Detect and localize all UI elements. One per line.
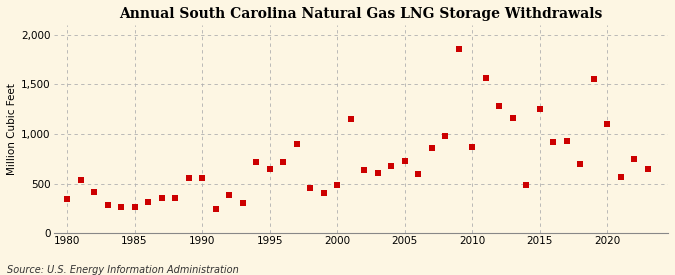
Point xyxy=(400,159,410,163)
Point xyxy=(535,107,545,111)
Point xyxy=(386,164,397,168)
Point xyxy=(548,140,559,144)
Point xyxy=(102,202,113,207)
Point xyxy=(373,170,383,175)
Point xyxy=(575,162,586,166)
Text: Source: U.S. Energy Information Administration: Source: U.S. Energy Information Administ… xyxy=(7,265,238,275)
Point xyxy=(494,104,505,108)
Point xyxy=(196,176,207,180)
Point xyxy=(223,192,234,197)
Point xyxy=(115,205,126,209)
Point xyxy=(318,190,329,195)
Point xyxy=(88,190,99,194)
Point xyxy=(427,146,437,150)
Point xyxy=(331,182,342,187)
Point xyxy=(467,145,478,149)
Point xyxy=(129,205,140,209)
Point xyxy=(237,200,248,205)
Point xyxy=(142,199,153,204)
Point xyxy=(345,117,356,121)
Point xyxy=(602,122,613,126)
Point xyxy=(481,76,491,81)
Point xyxy=(508,116,518,120)
Point xyxy=(210,207,221,211)
Point xyxy=(250,160,261,164)
Point xyxy=(521,182,532,187)
Point xyxy=(169,195,180,200)
Point xyxy=(156,195,167,200)
Point xyxy=(75,177,86,182)
Point xyxy=(440,133,451,138)
Point xyxy=(61,196,72,201)
Point xyxy=(413,172,424,176)
Point xyxy=(264,167,275,171)
Point xyxy=(562,139,572,143)
Point xyxy=(277,160,288,164)
Point xyxy=(629,157,640,161)
Point xyxy=(291,142,302,146)
Point xyxy=(616,175,626,179)
Title: Annual South Carolina Natural Gas LNG Storage Withdrawals: Annual South Carolina Natural Gas LNG St… xyxy=(119,7,603,21)
Y-axis label: Million Cubic Feet: Million Cubic Feet xyxy=(7,83,17,175)
Point xyxy=(589,77,599,82)
Point xyxy=(183,176,194,180)
Point xyxy=(304,186,315,190)
Point xyxy=(454,46,464,51)
Point xyxy=(643,167,653,171)
Point xyxy=(358,168,369,172)
